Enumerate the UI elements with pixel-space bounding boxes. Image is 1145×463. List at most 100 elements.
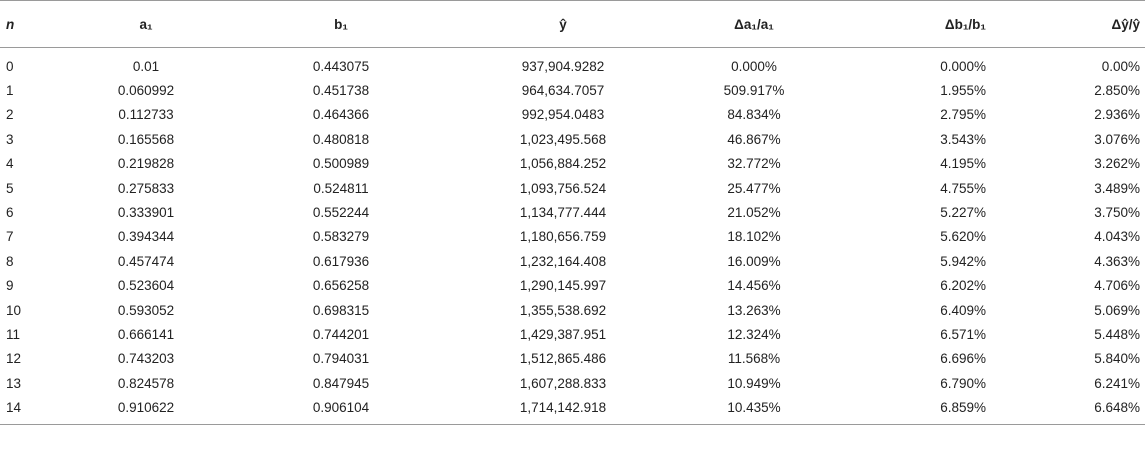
cell-a1: 0.394344 [117,229,175,245]
cell-delta-a1: 11.568% [727,351,781,367]
cell-delta-b1: 0.000% [940,58,986,74]
cell-delta-b1: 3.543% [940,131,986,147]
cell-a1: 0.333901 [117,205,175,221]
cell-a1: 0.01 [132,58,160,74]
cell-n: 9 [6,278,14,294]
cell-delta-b1: 5.620% [940,229,986,245]
cell-delta-y-hat: 5.448% [1094,326,1140,342]
table-row: 14 0.910622 0.906104 1,714,142.918 10.435% 6.… [0,395,1145,425]
cell-y-hat: 1,607,288.833 [519,375,607,391]
cell-delta-a1: 14.456% [727,278,781,294]
cell-b1: 0.500989 [312,156,370,172]
cell-delta-y-hat: 5.069% [1094,302,1140,318]
table-row: 7 0.394344 0.583279 1,180,656.759 18.102% 5.6… [0,225,1145,249]
cell-b1: 0.464366 [312,107,370,123]
cell-n: 10 [6,302,22,318]
table-row: 13 0.824578 0.847945 1,607,288.833 10.949% 6.… [0,371,1145,395]
table-row: 5 0.275833 0.524811 1,093,756.524 25.477% 4.7… [0,176,1145,200]
cell-n: 2 [6,107,14,123]
cell-a1: 0.112733 [118,107,174,123]
table-row: 1 0.060992 0.451738 964,634.7057 509.917% 1.9… [0,78,1145,102]
cell-a1: 0.275833 [117,180,175,196]
cell-delta-y-hat: 4.043% [1094,229,1140,245]
cell-delta-y-hat: 3.262% [1094,156,1140,172]
data-table: n a₁ b₁ ŷ Δa₁/a₁ Δb₁/b₁ Δŷ/ŷ 0 0.01 0.4430… [0,0,1145,425]
cell-n: 0 [6,58,14,74]
table-body: 0 0.01 0.443075 937,904.9282 0.000% 0.000% 0.0… [0,48,1145,425]
cell-delta-a1: 46.867% [727,131,781,147]
header-b1: b₁ [334,16,348,32]
cell-delta-a1: 21.052% [727,205,781,221]
cell-delta-b1: 5.942% [940,253,986,269]
cell-delta-b1: 2.795% [940,107,986,123]
cell-b1: 0.656258 [312,278,370,294]
cell-y-hat: 1,355,538.692 [519,302,607,318]
cell-delta-a1: 0.000% [731,58,777,74]
cell-y-hat: 1,023,495.568 [519,131,607,147]
header-delta-a1: Δa₁/a₁ [734,16,774,32]
cell-y-hat: 1,290,145.997 [519,278,607,294]
cell-n: 1 [6,83,14,99]
cell-a1: 0.666141 [117,326,175,342]
cell-delta-a1: 10.949% [727,375,781,391]
cell-y-hat: 992,954.0483 [521,107,605,123]
cell-delta-y-hat: 2.936% [1094,107,1140,123]
table-row: 2 0.112733 0.464366 992,954.0483 84.834% 2.79… [0,103,1145,127]
header-delta-b1: Δb₁/b₁ [944,16,986,32]
cell-delta-y-hat: 3.489% [1094,180,1140,196]
cell-delta-b1: 4.755% [940,180,986,196]
cell-delta-y-hat: 4.363% [1094,253,1140,269]
cell-a1: 0.743203 [117,351,175,367]
cell-n: 6 [6,205,14,221]
cell-delta-a1: 84.834% [727,107,781,123]
cell-n: 13 [6,375,22,391]
cell-delta-b1: 5.227% [940,205,986,221]
cell-y-hat: 964,634.7057 [521,83,605,99]
cell-y-hat: 937,904.9282 [521,58,605,74]
cell-b1: 0.744201 [312,326,370,342]
cell-delta-a1: 12.324% [727,326,781,342]
cell-delta-b1: 1.955% [940,83,986,99]
table-row: 4 0.219828 0.500989 1,056,884.252 32.772% 4.1… [0,152,1145,176]
cell-a1: 0.910622 [62,395,230,425]
cell-delta-b1: 6.202% [940,278,986,294]
table-row: 8 0.457474 0.617936 1,232,164.408 16.009% 5.9… [0,249,1145,273]
cell-delta-b1: 6.790% [940,375,986,391]
cell-delta-y-hat: 3.076% [1094,131,1140,147]
cell-delta-y-hat: 6.648% [994,395,1145,425]
cell-delta-y-hat: 4.706% [1094,278,1140,294]
cell-n: 12 [6,351,22,367]
cell-delta-a1: 32.772% [727,156,781,172]
cell-b1: 0.480818 [312,131,370,147]
cell-delta-y-hat: 3.750% [1094,205,1140,221]
cell-a1: 0.824578 [117,375,175,391]
cell-delta-y-hat: 0.00% [1101,58,1140,74]
cell-b1: 0.443075 [312,58,370,74]
cell-b1: 0.583279 [312,229,370,245]
header-a1: a₁ [139,16,153,32]
cell-delta-y-hat: 6.241% [1094,375,1140,391]
cell-delta-a1: 509.917% [723,83,785,99]
cell-delta-y-hat: 2.850% [1094,83,1140,99]
cell-delta-a1: 13.263% [727,302,781,318]
table-row: 9 0.523604 0.656258 1,290,145.997 14.456% 6.2… [0,274,1145,298]
cell-b1: 0.847945 [312,375,370,391]
cell-y-hat: 1,093,756.524 [519,180,607,196]
header-row: n a₁ b₁ ŷ Δa₁/a₁ Δb₁/b₁ Δŷ/ŷ [0,0,1145,48]
cell-delta-b1: 6.571% [940,326,986,342]
cell-n: 4 [6,156,14,172]
cell-y-hat: 1,429,387.951 [519,326,607,342]
table-row: 3 0.165568 0.480818 1,023,495.568 46.867% 3.5… [0,127,1145,151]
cell-y-hat: 1,180,656.759 [519,229,607,245]
cell-n: 14 [0,395,62,425]
cell-n: 7 [6,229,14,245]
cell-delta-b1: 6.409% [940,302,986,318]
header-delta-y-hat: Δŷ/ŷ [1111,16,1140,32]
cell-a1: 0.060992 [117,83,175,99]
cell-n: 5 [6,180,14,196]
cell-y-hat: 1,056,884.252 [519,156,607,172]
cell-delta-a1: 25.477% [727,180,781,196]
cell-y-hat: 1,134,777.444 [519,205,607,221]
cell-n: 8 [6,253,14,269]
